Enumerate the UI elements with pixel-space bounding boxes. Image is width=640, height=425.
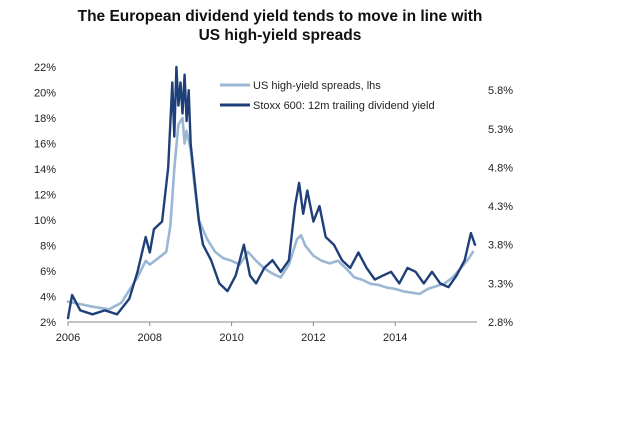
y-left-tick-label: 20% [34,88,56,100]
series-line-1 [66,116,475,311]
y-right-tick-label: 2.8% [488,317,513,329]
y-right-tick-label: 3.8% [488,240,513,252]
y-right-tick-label: 5.8% [488,85,513,97]
chart-title-line1: The European dividend yield tends to mov… [77,8,483,25]
y-left-tick-label: 10% [34,215,56,227]
y-right-tick-label: 4.3% [488,201,513,213]
x-tick-label: 2008 [138,332,162,344]
y-right-tick-label: 3.3% [488,278,513,290]
legend-label-2: Stoxx 600: 12m trailing dividend yield [253,100,435,112]
chart-title-line2: US high-yield spreads [198,27,362,44]
legend-label-1: US high-yield spreads, lhs [253,80,381,92]
y-left-tick-label: 16% [34,139,56,151]
x-tick-label: 2010 [219,332,243,344]
x-tick-label: 2014 [383,332,407,344]
x-tick-label: 2012 [301,332,325,344]
y-left-tick-label: 4% [40,292,56,304]
y-left-tick-label: 12% [34,190,56,202]
series-line-2 [66,65,477,320]
y-left-tick-label: 22% [34,62,56,74]
y-left-tick-label: 14% [34,164,56,176]
y-left-tick-label: 18% [34,113,56,125]
y-right-tick-label: 5.3% [488,124,513,136]
y-left-tick-label: 2% [40,317,56,329]
y-right-tick-label: 4.8% [488,162,513,174]
y-left-tick-label: 6% [40,266,56,278]
y-left-tick-label: 8% [40,241,56,253]
x-tick-label: 2006 [56,332,80,344]
